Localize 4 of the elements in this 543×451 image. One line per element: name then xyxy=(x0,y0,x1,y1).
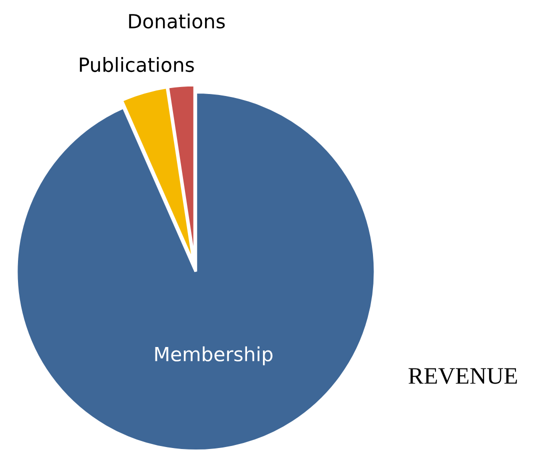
slice-label: Membership xyxy=(155,346,272,366)
text: REVENUE xyxy=(408,368,517,384)
slice-label: Publications xyxy=(80,57,194,72)
slice-label: Donations xyxy=(129,13,225,29)
